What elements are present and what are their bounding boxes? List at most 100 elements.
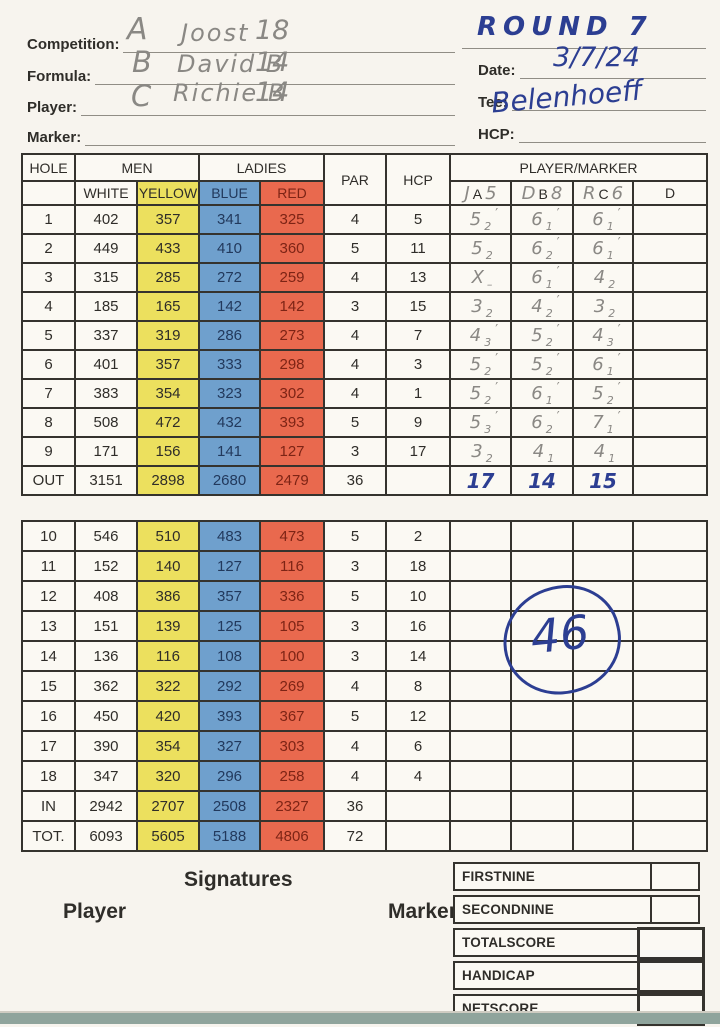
summary-row-second-nine: SECOND NINE	[453, 895, 700, 924]
score-cell-b	[510, 820, 574, 852]
handwritten-score: X –	[471, 267, 493, 291]
score-cell-a: 5 2′	[449, 204, 512, 235]
white-yards: 152	[74, 550, 138, 582]
handwritten-player-hcp: 14	[255, 77, 290, 108]
par-value: 3	[323, 436, 387, 467]
handwritten-score: 6 1′	[592, 236, 621, 262]
score-cell-a: 5 2′	[449, 349, 512, 380]
hcp-value: 6	[385, 730, 451, 762]
summary-label: FIRST NINE	[462, 869, 536, 884]
hole-number: 7	[21, 378, 76, 409]
score-cell-b	[510, 580, 574, 612]
score-cell-a	[449, 610, 512, 642]
par-value: 3	[323, 640, 387, 672]
yellow-yards: 357	[136, 204, 200, 235]
hole-row-6: 6 401 357 333 298 4 3 5 2′ 5 2′ 6 1′	[21, 349, 708, 380]
summary-score-box	[650, 864, 698, 889]
handwritten-out-total: 14	[528, 468, 556, 493]
yellow-yards: 354	[136, 378, 200, 409]
hole-header-empty	[21, 180, 76, 206]
score-cell-d	[632, 640, 708, 672]
blue-yards: 296	[198, 760, 261, 792]
player-marker-col-header-d: D	[632, 180, 708, 206]
score-cell-d	[632, 790, 708, 822]
par-value: 4	[323, 760, 387, 792]
handwritten-score: 4 3′	[592, 323, 621, 349]
red-yards: 105	[259, 610, 325, 642]
hole-row-11: 11 152 140 127 116 3 18	[21, 550, 708, 582]
blue-yards: 5188	[198, 820, 261, 852]
hole-row-7: 7 383 354 323 302 4 1 5 2′ 6 1′ 5 2′	[21, 378, 708, 409]
par-value: 4	[323, 378, 387, 409]
score-cell-a	[449, 700, 512, 732]
red-yards: 269	[259, 670, 325, 702]
score-cell-a	[449, 640, 512, 672]
front-nine-table: HOLE MEN LADIES PAR HCP PLAYER/MARKER WH…	[21, 153, 708, 496]
handwritten-player-letter: C	[131, 79, 152, 113]
hole-row-9: 9 171 156 141 127 3 17 3 2 4 1 4 1	[21, 436, 708, 467]
par-value: 5	[323, 580, 387, 612]
hole-number: 18	[21, 760, 76, 792]
score-cell-d	[632, 262, 708, 293]
white-yards: 151	[74, 610, 138, 642]
hcp-value: 7	[385, 320, 451, 351]
tee-label: Tee:	[478, 94, 508, 111]
hcp-value	[385, 820, 451, 852]
handwritten-out-total: 15	[589, 468, 617, 493]
hole-row-10: 10 546 510 483 473 5 2	[21, 520, 708, 552]
hole-number: TOT.	[21, 820, 76, 852]
score-cell-d	[632, 291, 708, 322]
white-yards: 171	[74, 436, 138, 467]
marker-field: Marker:	[27, 129, 455, 146]
handwritten-score: 6 2′	[531, 410, 560, 436]
handwritten-score: 4 2′	[531, 294, 560, 320]
red-yards: 100	[259, 640, 325, 672]
par-value: 4	[323, 320, 387, 351]
handwritten-formula-name: David B	[177, 50, 285, 78]
score-cell-c	[572, 790, 634, 822]
par-value: 5	[323, 700, 387, 732]
score-cell-d	[632, 436, 708, 467]
hcp-value: 14	[385, 640, 451, 672]
yellow-yards: 472	[136, 407, 200, 438]
hole-number: 2	[21, 233, 76, 264]
blue-yards: 2508	[198, 790, 261, 822]
hole-number: IN	[21, 790, 76, 822]
score-cell-d	[632, 550, 708, 582]
round-line-field	[462, 34, 706, 49]
score-cell-a	[449, 820, 512, 852]
hole-number: 1	[21, 204, 76, 235]
score-cell-c: 6 1′	[572, 349, 634, 380]
yellow-yards: 116	[136, 640, 200, 672]
red-yards: 367	[259, 700, 325, 732]
red-yards: 273	[259, 320, 325, 351]
marker-line	[85, 128, 455, 146]
red-yards: 360	[259, 233, 325, 264]
white-yards: 136	[74, 640, 138, 672]
red-yards: 473	[259, 520, 325, 552]
hcp-value: 13	[385, 262, 451, 293]
red-yards: 325	[259, 204, 325, 235]
hole-header: HOLE	[21, 153, 76, 182]
score-cell-d	[632, 233, 708, 264]
formula-field: Formula:	[27, 68, 455, 85]
score-cell-c	[572, 580, 634, 612]
score-cell-a: X –	[449, 262, 512, 293]
par-value: 4	[323, 730, 387, 762]
yellow-yards: 420	[136, 700, 200, 732]
score-cell-b	[510, 640, 574, 672]
men-header: MEN	[74, 153, 200, 182]
hole-number: 12	[21, 580, 76, 612]
par-value: 4	[323, 670, 387, 702]
score-cell-a: 5 2′	[449, 378, 512, 409]
hcp-value: 12	[385, 700, 451, 732]
yellow-yards: 357	[136, 349, 200, 380]
blue-yards: 432	[198, 407, 261, 438]
blue-tee-header: BLUE	[198, 180, 261, 206]
hole-number: 14	[21, 640, 76, 672]
in-row: IN 2942 2707 2508 2327 36	[21, 790, 708, 822]
white-yards: 401	[74, 349, 138, 380]
